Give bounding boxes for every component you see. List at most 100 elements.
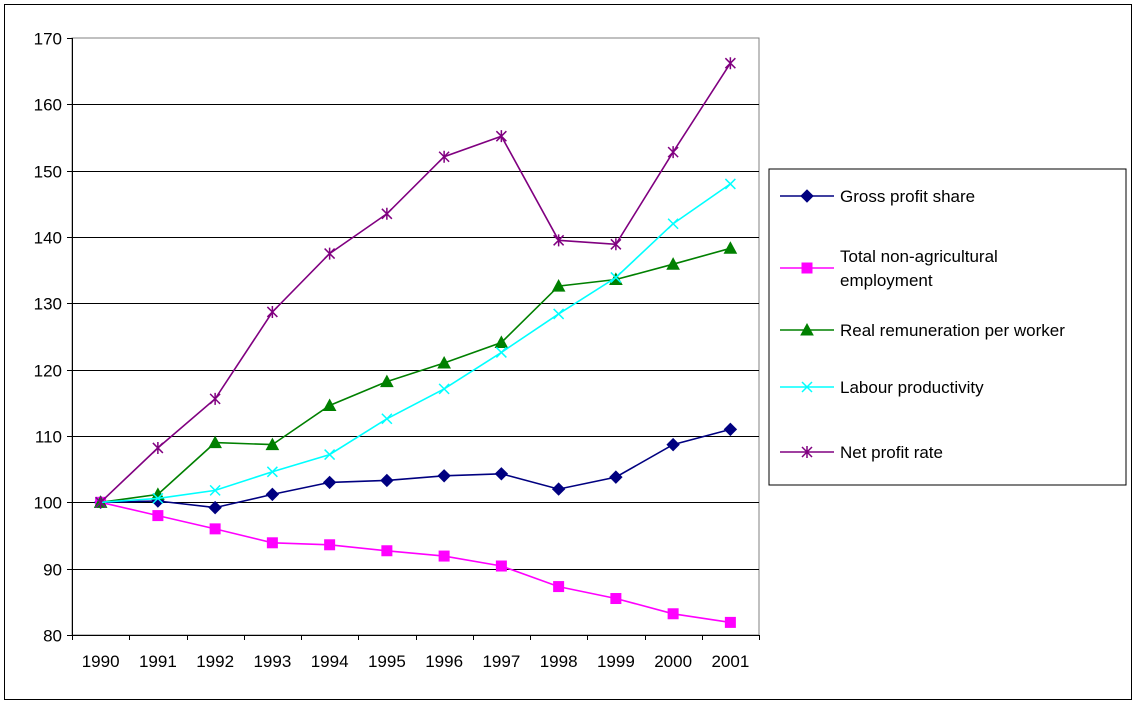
data-point: [381, 207, 393, 220]
data-point: [152, 492, 164, 504]
legend: Gross profit share Total non-agricultural…: [768, 168, 1127, 486]
y-tick-label: 170: [34, 30, 62, 49]
data-point: [553, 308, 565, 320]
series-line: [100, 183, 731, 504]
x-tick-label: 1995: [368, 652, 406, 671]
plot-area: [71, 37, 760, 636]
x-tick-label: 1997: [482, 652, 520, 671]
data-point: [723, 241, 738, 254]
legend-label: Net profit rate: [840, 443, 943, 462]
data-point: [495, 346, 507, 358]
data-point: [437, 355, 451, 369]
series-line: [100, 247, 731, 504]
data-point: [152, 441, 164, 454]
data-point: [551, 279, 566, 292]
legend-label: employment: [840, 271, 933, 290]
x-tick-label: 1992: [196, 652, 234, 671]
x-tick-label: 1993: [253, 652, 291, 671]
data-point: [551, 482, 566, 496]
data-point: [208, 500, 222, 515]
data-point: [266, 466, 278, 478]
series-net-profit-rate: [95, 57, 736, 509]
data-point: [381, 413, 393, 425]
data-point: [724, 178, 736, 190]
data-point: [667, 608, 679, 620]
y-tick-label: 150: [34, 163, 62, 182]
legend-item-net-profit-rate: Net profit rate: [780, 443, 943, 462]
x-tick-label: 1999: [597, 652, 635, 671]
data-point: [380, 473, 394, 488]
gridlines: [72, 104, 759, 570]
data-point: [494, 335, 509, 348]
data-point: [553, 581, 565, 593]
series-total-non-agricultural-employment: [95, 496, 736, 628]
y-tick-label: 110: [35, 428, 62, 447]
legend-swatch-marker: [800, 189, 814, 203]
legend-item-labour-productivity: Labour productivity: [780, 378, 984, 397]
legend-label: Real remuneration per worker: [840, 321, 1065, 340]
data-point: [610, 271, 622, 283]
x-tick-label: 1998: [540, 652, 578, 671]
data-point: [322, 398, 337, 411]
x-tick-label: 1991: [139, 652, 177, 671]
data-point: [437, 469, 451, 483]
data-point: [324, 539, 336, 551]
data-point: [209, 523, 221, 535]
data-point: [724, 616, 736, 628]
data-point: [209, 484, 221, 496]
series-group: [93, 57, 738, 628]
data-point: [322, 475, 337, 490]
y-tick-label: 120: [34, 362, 62, 381]
y-tick-label: 130: [34, 295, 62, 314]
data-point: [667, 146, 679, 159]
x-tick-label: 1996: [425, 652, 463, 671]
legend-swatch-marker: [800, 322, 814, 336]
data-point: [610, 593, 622, 605]
data-point: [265, 437, 280, 451]
legend-swatch-marker: [801, 262, 813, 274]
data-point: [266, 305, 278, 318]
x-tick-label: 2000: [654, 652, 692, 671]
y-axis: 80 90 100 110 120 130 140 150 160 170: [34, 30, 73, 646]
series-line: [100, 62, 732, 503]
x-tick-label: 1990: [82, 652, 120, 671]
legend-label: Labour productivity: [840, 378, 984, 397]
data-point: [495, 130, 507, 143]
legend-item-gross-profit-share: Gross profit share: [780, 187, 975, 206]
data-point: [666, 437, 680, 452]
x-tick-label: 1994: [311, 652, 349, 671]
data-point: [667, 218, 679, 230]
legend-item-real-remuneration-per-worker: Real remuneration per worker: [780, 321, 1065, 340]
data-point: [553, 234, 565, 247]
y-tick-label: 90: [43, 561, 62, 580]
data-point: [152, 510, 164, 522]
data-point: [209, 392, 221, 405]
data-point: [438, 383, 450, 395]
series-real-remuneration-per-worker: [93, 241, 738, 508]
data-point: [494, 467, 509, 481]
data-point: [495, 560, 507, 572]
series-line: [100, 501, 731, 624]
data-point: [380, 374, 394, 388]
y-tick-label: 80: [43, 627, 62, 646]
y-tick-label: 100: [34, 494, 62, 513]
data-point: [724, 57, 736, 70]
legend-label: Total non-agricultural: [840, 247, 998, 266]
data-point: [438, 550, 450, 562]
data-point: [609, 470, 623, 484]
data-point: [723, 422, 738, 437]
data-point: [324, 247, 336, 260]
data-point: [666, 257, 680, 270]
data-point: [610, 238, 622, 251]
legend-item-total-non-agricultural-employment: Total non-agricultural employment: [780, 247, 998, 290]
data-point: [265, 487, 280, 502]
series-line: [100, 428, 731, 509]
legend-swatch-marker: [801, 446, 813, 458]
data-point: [381, 545, 393, 557]
legend-label: Gross profit share: [840, 187, 975, 206]
x-axis: 1990 1991 1992 1993 1994 1995 1996 1997 1998 1999…: [72, 635, 760, 671]
x-tick-label: 2001: [711, 652, 749, 671]
y-tick-label: 140: [34, 229, 62, 248]
data-point: [95, 496, 107, 509]
